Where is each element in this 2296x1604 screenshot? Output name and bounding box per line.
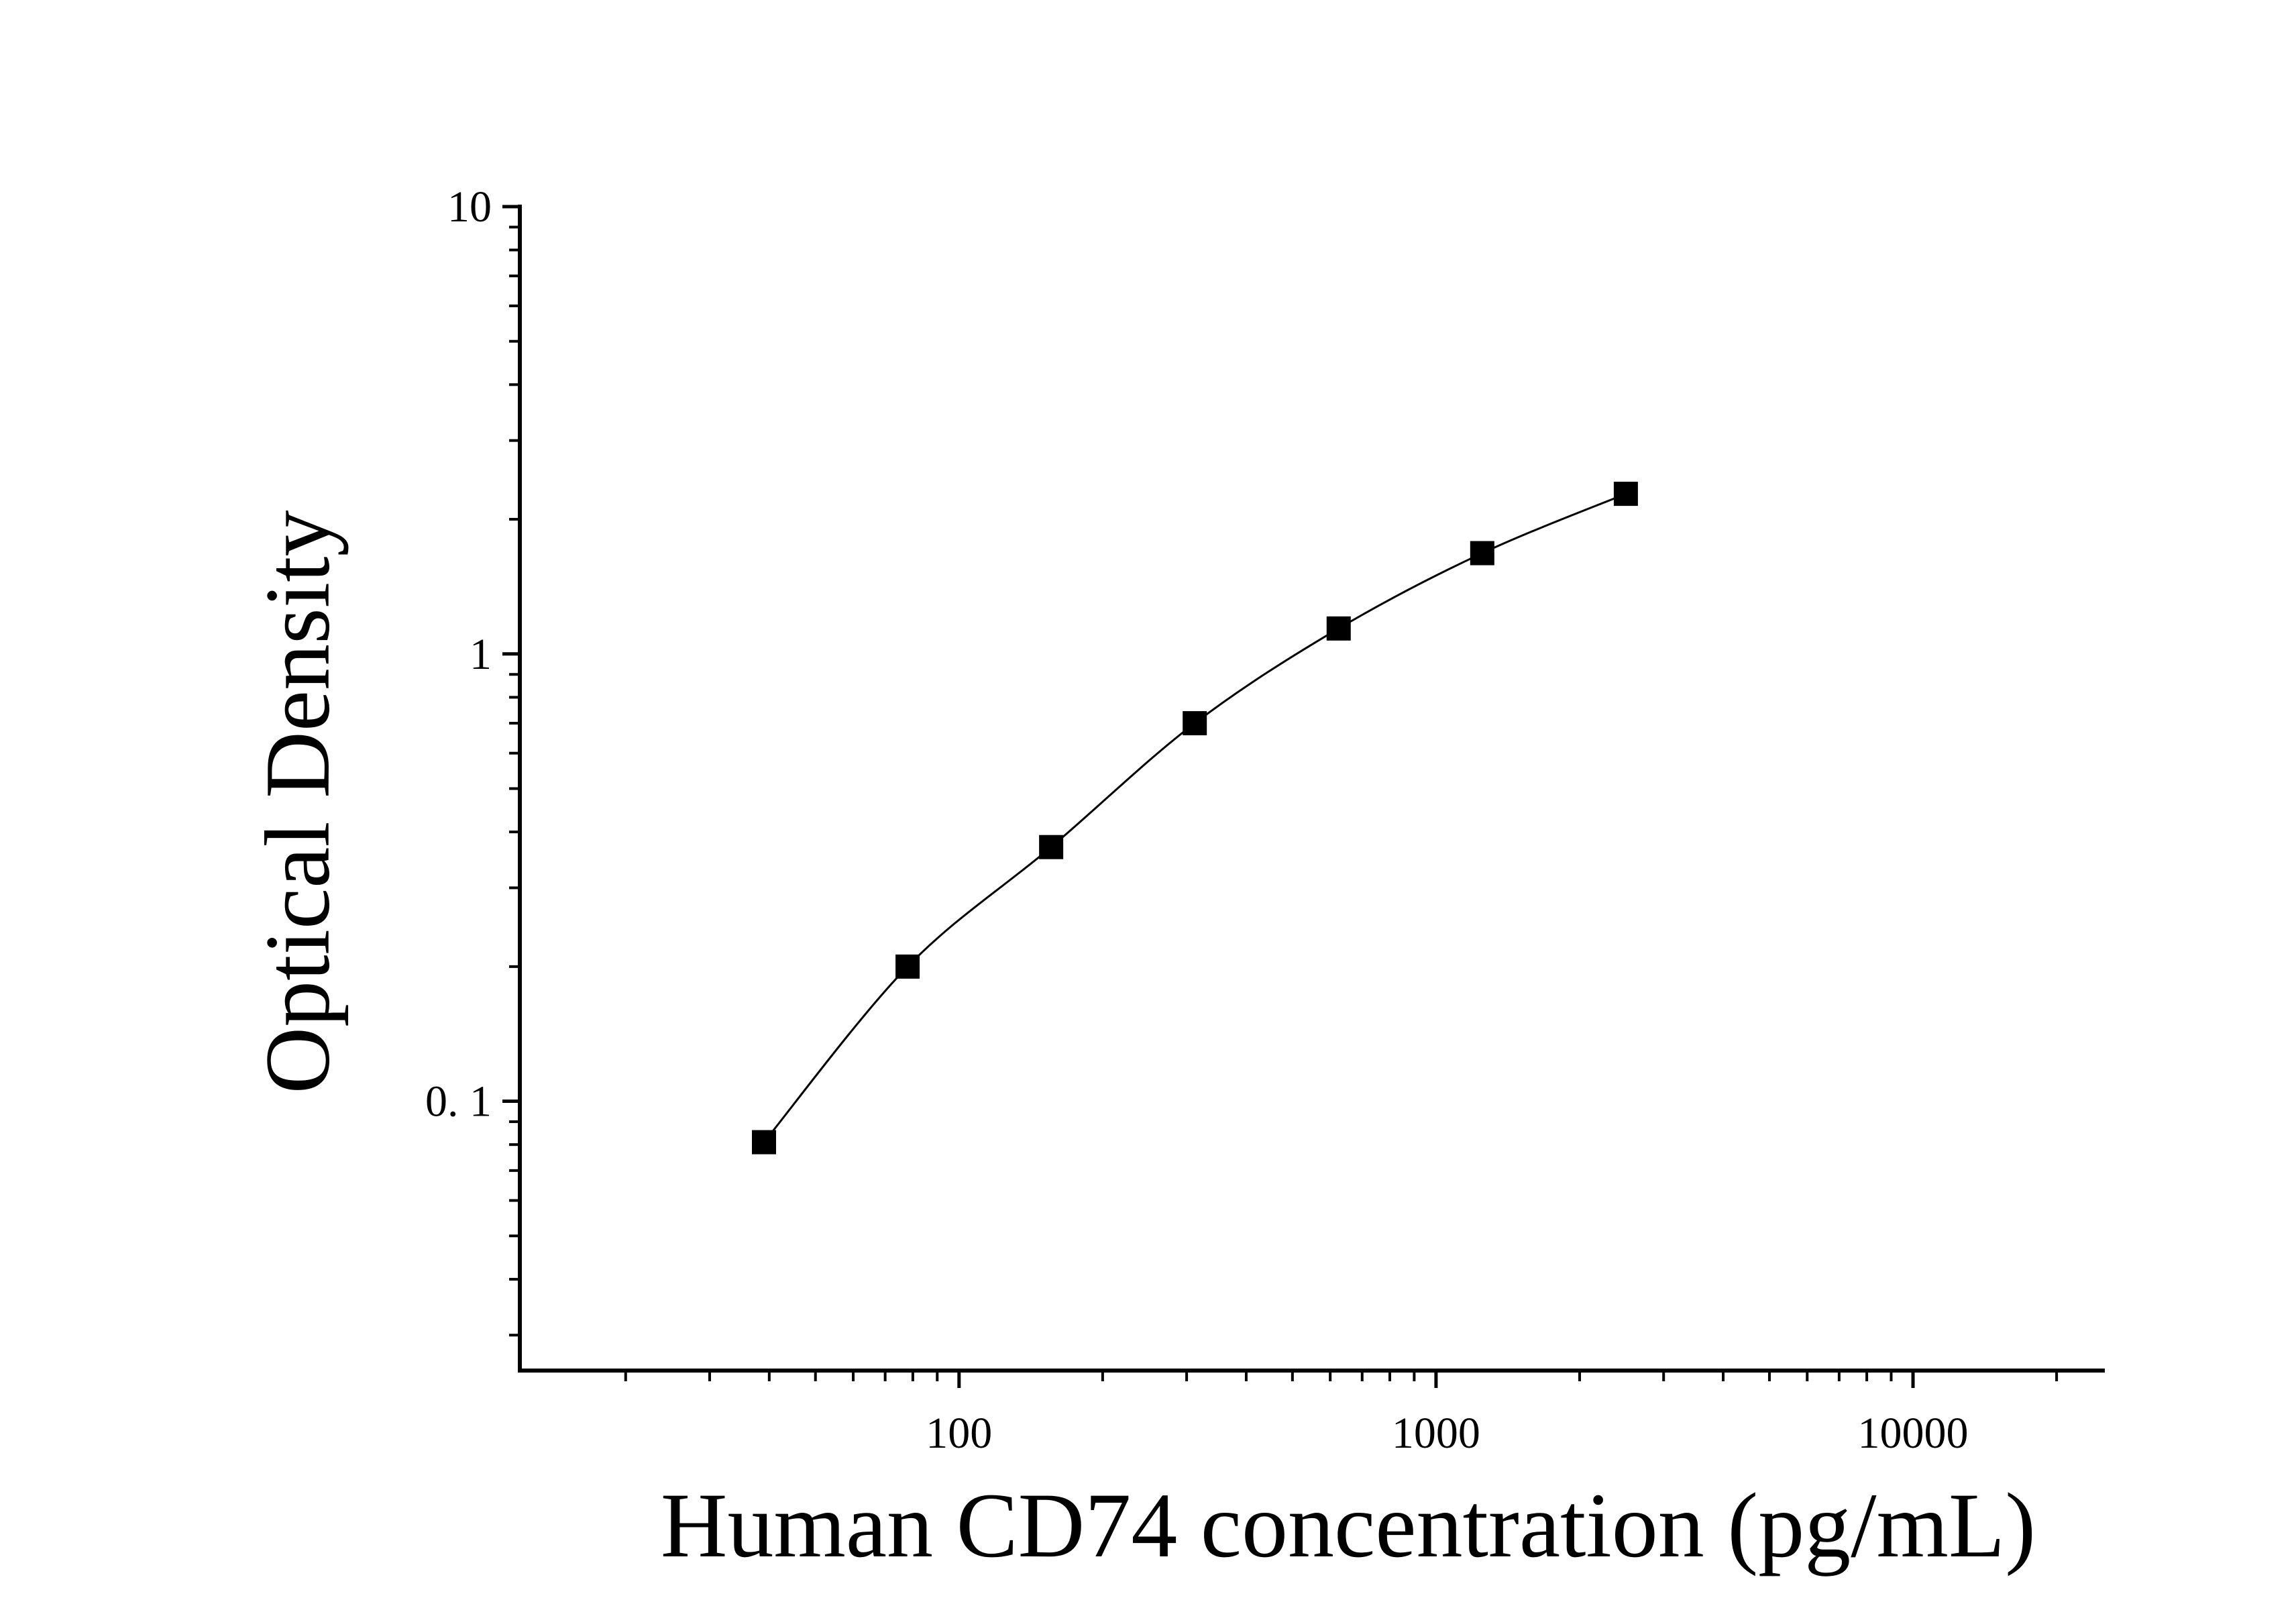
x-axis-title: Human CD74 concentration (pg/mL) bbox=[661, 1474, 2036, 1576]
data-point bbox=[752, 1130, 777, 1155]
axes: 10 1 0. 1 100 1000 10000 bbox=[425, 182, 2105, 1458]
y-tick-label: 0. 1 bbox=[425, 1077, 492, 1126]
y-tick-label: 1 bbox=[470, 630, 492, 679]
data-point bbox=[1326, 616, 1351, 641]
x-axis-ticks: 100 1000 10000 bbox=[624, 1371, 2059, 1458]
data-point bbox=[895, 954, 920, 979]
y-tick-label: 10 bbox=[447, 182, 492, 231]
x-tick-label: 10000 bbox=[1858, 1409, 1969, 1458]
y-axis-title: Optical Density bbox=[246, 511, 349, 1094]
y-axis-ticks: 10 1 0. 1 bbox=[425, 182, 520, 1337]
x-tick-label: 100 bbox=[926, 1409, 992, 1458]
fit-curve bbox=[763, 492, 1627, 1143]
data-point bbox=[1039, 835, 1064, 859]
data-point bbox=[1183, 711, 1207, 736]
data-point bbox=[1613, 482, 1638, 506]
x-tick-label: 1000 bbox=[1392, 1409, 1480, 1458]
data-points bbox=[752, 482, 1638, 1155]
data-point bbox=[1470, 541, 1494, 566]
